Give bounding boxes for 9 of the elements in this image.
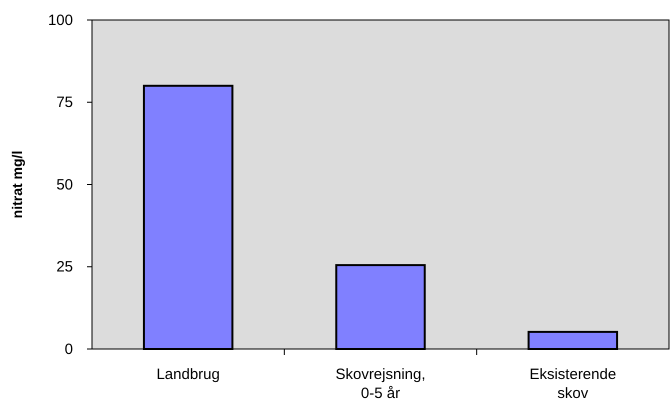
x-tick-label: Skovrejsning, 0-5 år (335, 366, 426, 402)
x-tick-label: Landbrug (156, 366, 220, 383)
y-tick-label: 25 (56, 258, 73, 276)
x-tick-label: Eksisterende skov (529, 366, 616, 402)
y-tick-label: 50 (56, 176, 73, 194)
y-axis-title: nitrat mg/l (9, 150, 25, 218)
y-tick-label: 75 (56, 94, 73, 112)
y-tick-label: 0 (64, 340, 73, 358)
y-tick-label: 100 (48, 12, 73, 29)
